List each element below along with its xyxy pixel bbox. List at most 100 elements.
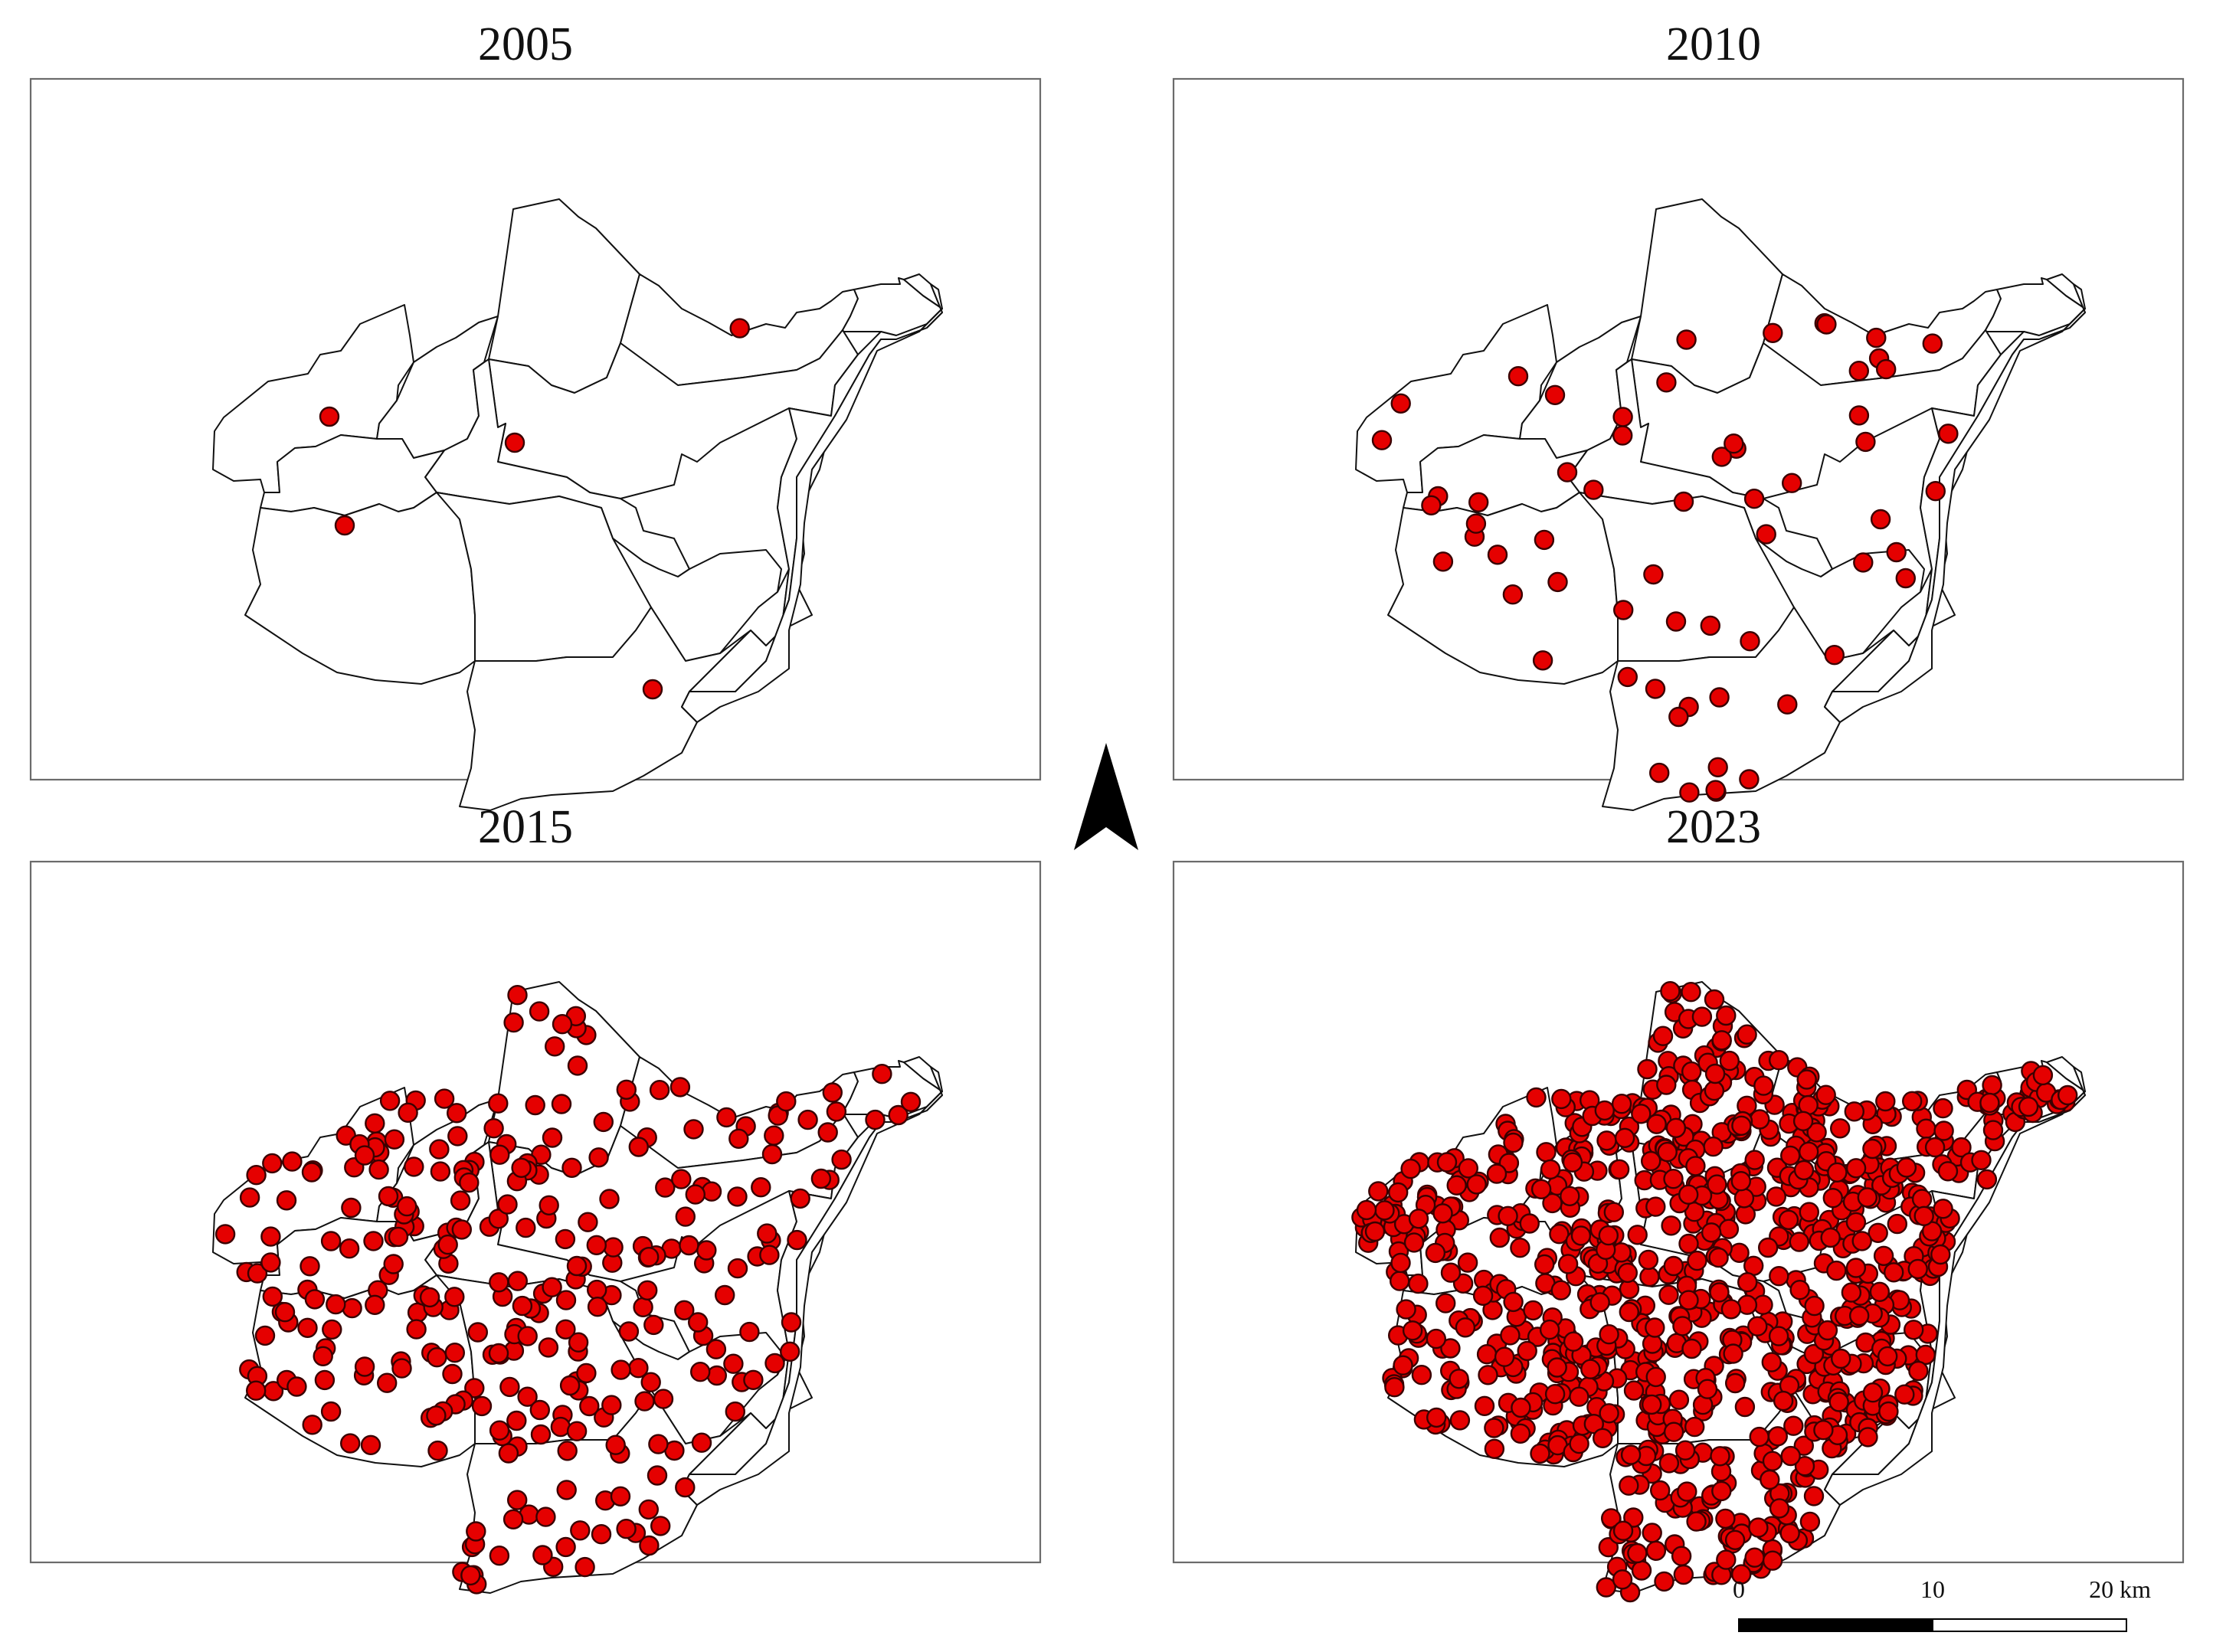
location-point: [552, 1013, 573, 1035]
location-point: [1933, 1098, 1953, 1119]
location-point: [1449, 1369, 1469, 1389]
location-point: [1777, 694, 1798, 715]
location-point: [434, 1088, 455, 1109]
location-point: [555, 1319, 576, 1340]
location-point: [610, 1486, 631, 1506]
location-point: [1530, 1179, 1552, 1199]
location-point: [1911, 1189, 1933, 1209]
location-point: [539, 1195, 559, 1215]
location-point: [1827, 1162, 1848, 1183]
location-point: [1603, 1202, 1624, 1222]
location-point: [1526, 1087, 1547, 1108]
location-point: [643, 1314, 664, 1336]
location-point: [1875, 1091, 1896, 1112]
location-point: [447, 1103, 467, 1124]
point-layer: [1351, 980, 2078, 1603]
location-point: [1599, 1324, 1619, 1345]
location-point: [360, 1434, 381, 1455]
location-point: [1500, 1325, 1521, 1346]
location-point: [1612, 425, 1633, 446]
location-point: [1877, 1346, 1898, 1367]
location-point: [1408, 1209, 1429, 1229]
location-point: [1672, 1316, 1693, 1336]
location-point: [488, 1093, 509, 1114]
location-point: [1638, 1249, 1659, 1271]
location-point: [1971, 1150, 1992, 1170]
location-point: [1620, 1444, 1642, 1465]
location-point: [1665, 1117, 1687, 1138]
location-point: [1645, 1317, 1665, 1338]
location-point: [427, 1440, 448, 1461]
location-point: [1544, 384, 1566, 405]
location-point: [1674, 1440, 1696, 1461]
location-point: [1623, 1507, 1644, 1528]
location-point: [1730, 1171, 1751, 1192]
location-point: [706, 1365, 727, 1386]
location-point: [1432, 1203, 1453, 1224]
location-point: [1484, 1438, 1505, 1459]
location-point: [1938, 424, 1959, 444]
location-point: [542, 1127, 563, 1148]
location-point: [1766, 1186, 1786, 1207]
location-point: [1663, 1169, 1684, 1189]
location-point: [1851, 1231, 1872, 1251]
location-point: [1547, 1357, 1567, 1378]
location-point: [1458, 1158, 1478, 1179]
location-point: [1599, 1403, 1619, 1424]
location-point: [398, 1102, 418, 1123]
location-point: [354, 1356, 375, 1377]
location-point: [282, 1151, 303, 1172]
location-point: [639, 1247, 660, 1268]
location-point: [1723, 1343, 1743, 1364]
location-point: [1539, 1319, 1560, 1340]
location-point: [761, 1143, 783, 1165]
location-point: [1747, 1316, 1768, 1336]
location-point: [322, 1319, 342, 1340]
location-point: [1487, 545, 1508, 565]
location-point: [1617, 666, 1638, 688]
location-point: [466, 1521, 486, 1542]
location-point: [557, 1441, 578, 1461]
location-point: [1356, 1199, 1377, 1221]
location-point: [1494, 1346, 1515, 1367]
location-point: [588, 1147, 609, 1168]
location-point: [1601, 1508, 1622, 1529]
location-point: [1642, 1523, 1662, 1543]
location-point: [1466, 1174, 1487, 1195]
location-point: [274, 1302, 296, 1323]
location-point: [1455, 1317, 1476, 1338]
location-point: [489, 1420, 510, 1441]
location-point: [1933, 1120, 1954, 1141]
location-point: [566, 1421, 588, 1441]
location-point: [498, 1443, 519, 1464]
location-point: [1649, 762, 1670, 783]
location-point: [1844, 1101, 1864, 1122]
location-point: [599, 1189, 620, 1209]
location-point: [1551, 1088, 1572, 1110]
location-point: [649, 1080, 670, 1101]
panel-title: 2010: [1666, 18, 1761, 70]
location-point: [262, 1153, 283, 1174]
location-point: [822, 1082, 843, 1103]
location-point: [1739, 769, 1760, 790]
location-point: [1724, 1529, 1746, 1550]
location-point: [254, 1325, 276, 1346]
location-point: [1711, 1480, 1732, 1502]
location-point: [467, 1322, 488, 1343]
location-point: [1374, 1200, 1395, 1221]
location-point: [764, 1353, 785, 1374]
location-point: [1639, 1266, 1660, 1287]
location-point: [383, 1254, 404, 1274]
location-point: [542, 1277, 562, 1297]
location-point: [1731, 1564, 1752, 1585]
location-point: [616, 1079, 637, 1100]
location-point: [429, 1139, 450, 1160]
location-point: [1701, 1222, 1722, 1243]
location-point: [638, 1499, 659, 1520]
location-point: [1686, 1511, 1707, 1532]
scale-bar: 0 10 20 km: [1733, 1575, 2151, 1632]
location-point: [1737, 1024, 1757, 1045]
location-point: [1763, 322, 1783, 343]
location-point: [1393, 1355, 1413, 1376]
location-point: [1744, 1547, 1765, 1568]
